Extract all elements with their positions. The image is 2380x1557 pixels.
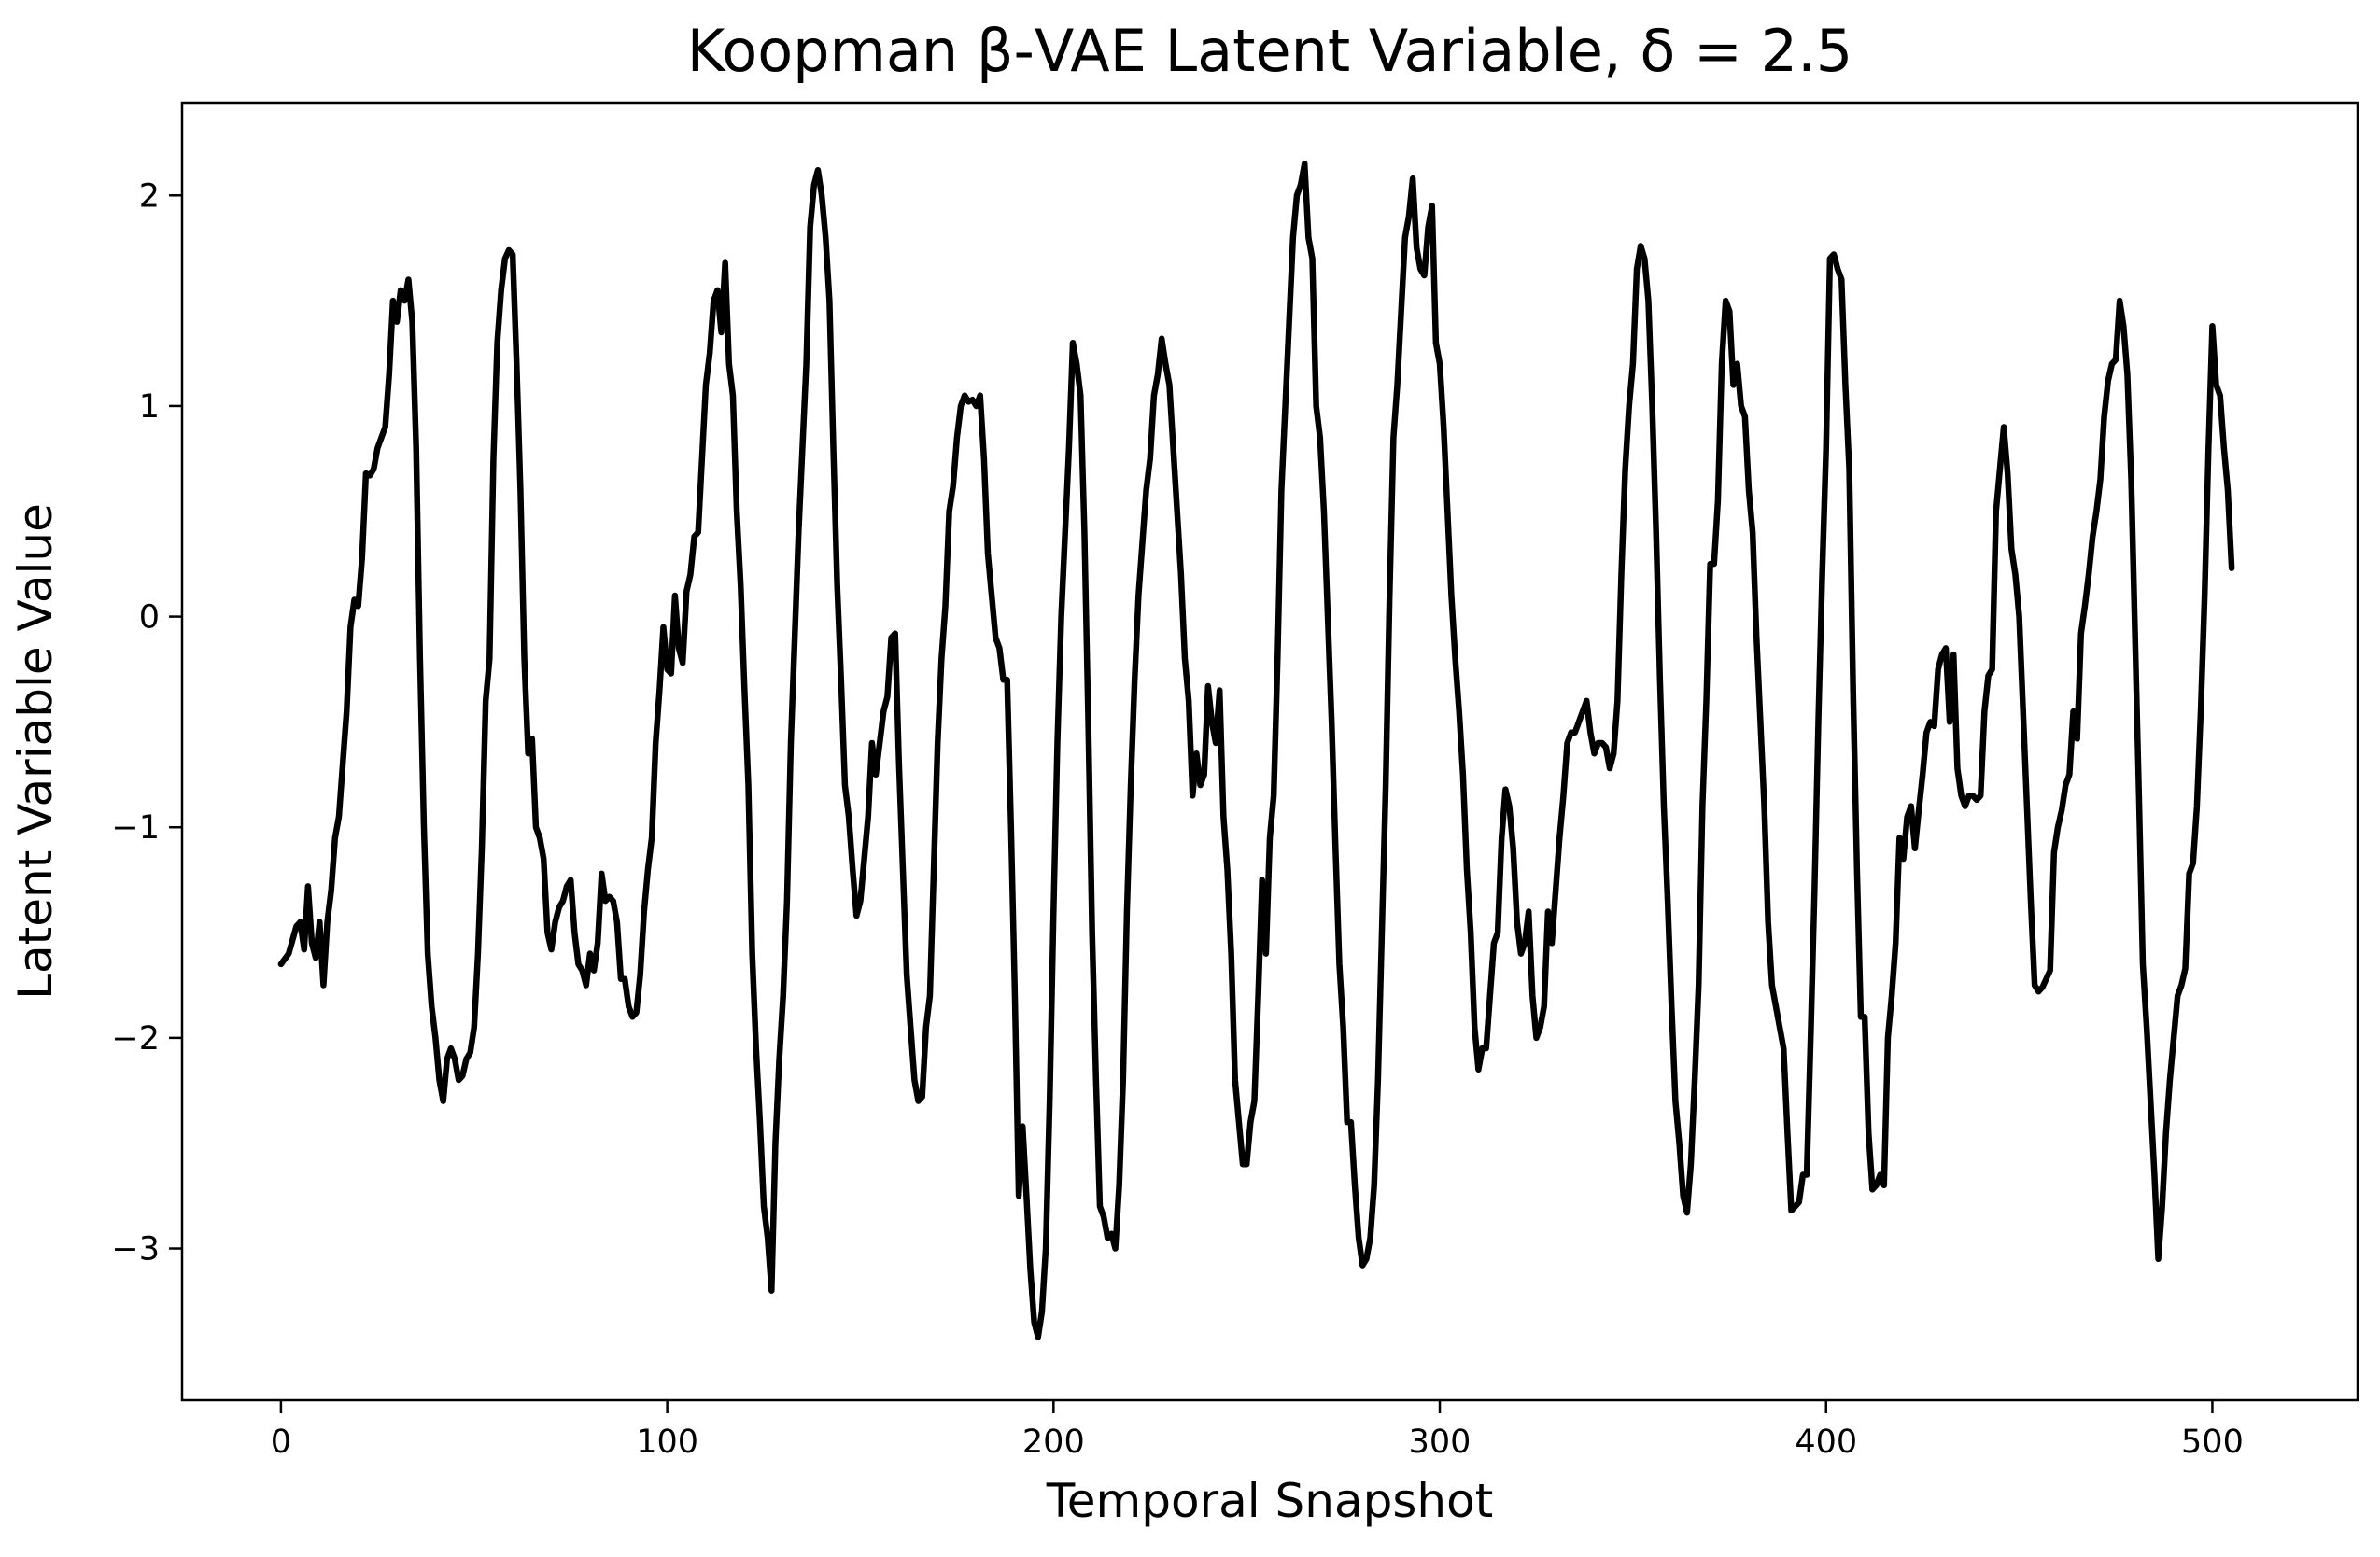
- y-tick-label: 0: [139, 599, 160, 637]
- x-tick-label: 200: [1022, 1424, 1085, 1461]
- y-tick-label: 2: [139, 177, 160, 215]
- x-axis-label: Temporal Snapshot: [1046, 1474, 1494, 1528]
- x-tick-label: 300: [1409, 1424, 1472, 1461]
- y-tick-label: −3: [111, 1231, 160, 1269]
- x-tick-label: 100: [636, 1424, 698, 1461]
- y-axis-label: Latent Variable Value: [8, 503, 63, 1000]
- x-axis: 0 100 200 300 400 500: [271, 1400, 2244, 1461]
- y-tick-label: 1: [139, 388, 160, 426]
- x-tick-label: 500: [2181, 1424, 2244, 1461]
- plot-area: [180, 101, 2359, 1402]
- y-tick-label: −2: [111, 1020, 160, 1058]
- y-axis: −3 −2 −1 0 1 2: [111, 177, 182, 1269]
- x-tick-label: 0: [271, 1424, 291, 1461]
- plot-frame: [180, 101, 2359, 1402]
- y-tick-label: −1: [111, 809, 160, 847]
- series-line: [277, 161, 2235, 1340]
- chart-title: Koopman β-VAE Latent Variable, δ = 2.5: [687, 17, 1853, 85]
- x-tick-label: 400: [1795, 1424, 1857, 1461]
